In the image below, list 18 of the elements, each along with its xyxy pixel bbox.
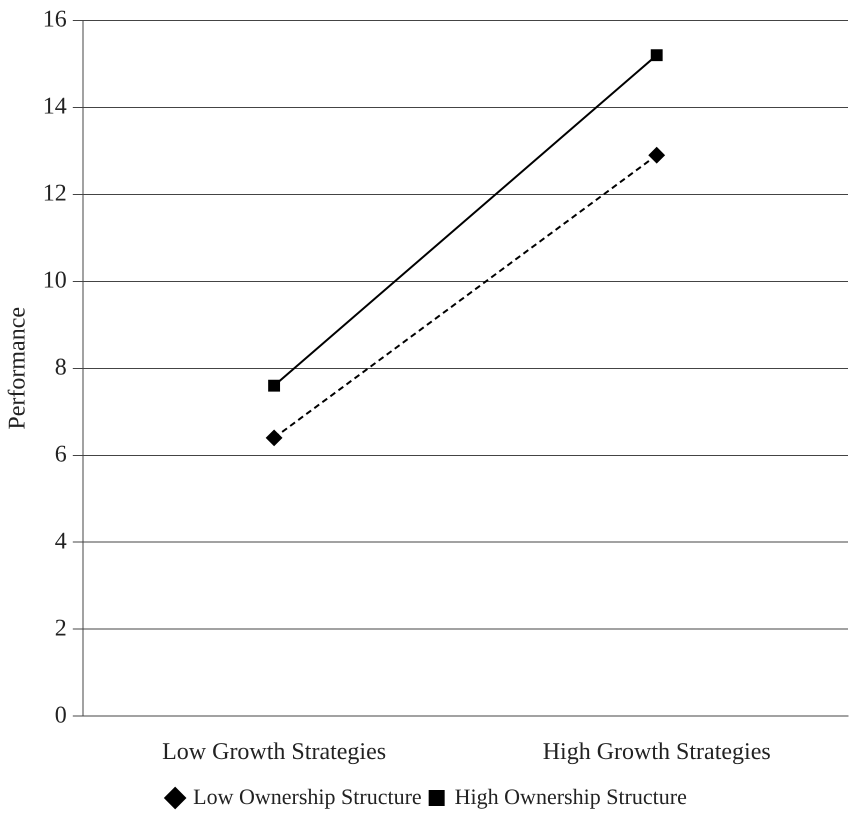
x-tick-label: Low Growth Strategies — [162, 738, 386, 765]
y-tick-label: 0 — [54, 702, 67, 728]
y-tick-label: 2 — [54, 616, 67, 642]
y-tick-label: 10 — [42, 268, 67, 294]
y-axis-title: Performance — [4, 306, 31, 430]
y-tick-label: 6 — [54, 442, 67, 468]
y-tick-label: 14 — [42, 94, 67, 120]
point — [648, 147, 665, 164]
y-tick-label: 4 — [54, 528, 67, 555]
point — [650, 49, 663, 62]
legend-label: High Ownership Structure — [454, 784, 687, 809]
y-tick-label: 8 — [54, 354, 67, 381]
point — [266, 430, 282, 446]
point — [268, 380, 280, 392]
y-tick-label: 12 — [42, 180, 67, 207]
legend-label: Low Ownership Structure — [193, 784, 422, 809]
x-tick-label: High Growth Strategies — [542, 738, 771, 765]
y-tick-label: 16 — [42, 6, 67, 33]
